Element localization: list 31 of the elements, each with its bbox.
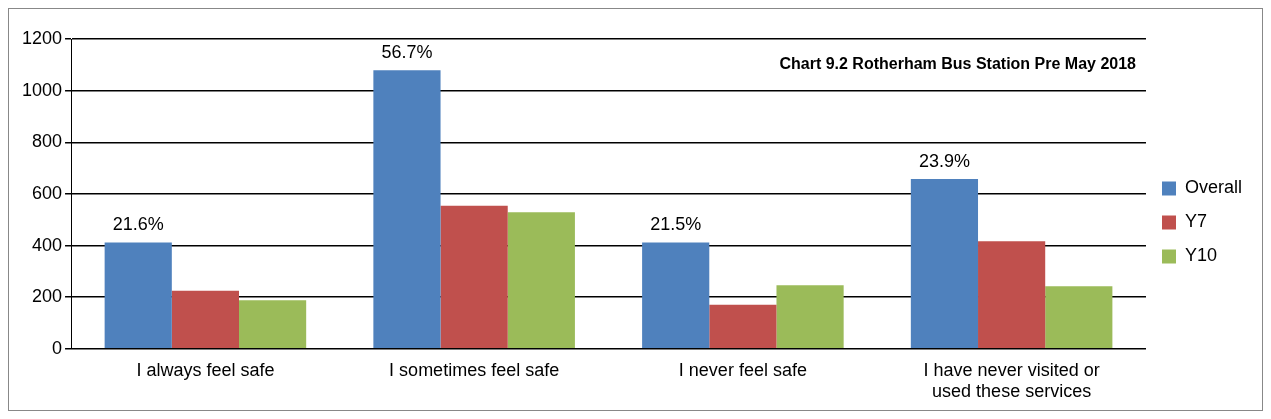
bar	[507, 212, 575, 349]
y-tick-label: 200	[32, 286, 63, 307]
y-tick-label: 1200	[22, 27, 63, 48]
bar	[104, 242, 172, 349]
bar	[1045, 286, 1113, 349]
bar	[709, 304, 777, 349]
bar	[373, 70, 441, 349]
bar	[171, 290, 239, 349]
y-tick-label: 400	[32, 234, 63, 255]
y-tick-label: 800	[32, 131, 63, 152]
legend-label: Overall	[1184, 177, 1242, 198]
legend-label: Y7	[1184, 211, 1208, 232]
y-tick-label: 0	[52, 337, 63, 358]
text: Chart 9.2 Rotherham Bus Station Pre May 2018	[779, 55, 1137, 73]
bar	[776, 285, 844, 349]
annotation: 23.9%	[918, 150, 970, 171]
bar	[440, 205, 508, 349]
x-tick-label: I always feel safe	[136, 359, 275, 380]
legend-label: Y10	[1184, 245, 1218, 266]
bar	[978, 241, 1046, 349]
annotation: 56.7%	[381, 42, 433, 63]
bar	[910, 178, 979, 349]
y-tick-label: 600	[32, 182, 63, 203]
bar	[642, 242, 710, 349]
bar	[239, 300, 307, 349]
y-tick-label: 1000	[22, 79, 63, 100]
annotation: 21.6%	[112, 214, 164, 235]
x-tick-label: I sometimes feel safe	[389, 359, 560, 380]
annotation: 21.5%	[650, 214, 702, 235]
x-tick-label: I never feel safe	[678, 359, 807, 380]
x-tick-label: I have never visited or used these services	[923, 359, 1100, 402]
